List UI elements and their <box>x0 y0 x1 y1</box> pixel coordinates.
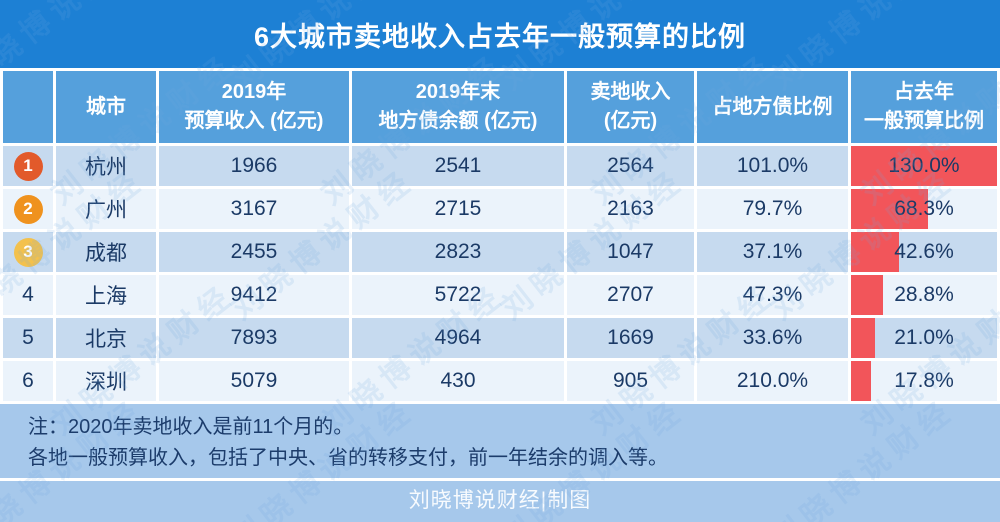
credit-text: 刘晓博说财经|制图 <box>408 489 592 512</box>
land-revenue-cell: 2163 <box>567 189 694 229</box>
column-header-land-revenue: 卖地收入 (亿元) <box>567 71 694 143</box>
ratio-label: 68.3% <box>894 197 954 220</box>
column-header-rank <box>3 71 53 143</box>
city-cell: 深圳 <box>56 361 156 401</box>
column-header-debt-ratio: 占地方债比例 <box>697 71 848 143</box>
rank-cell: 1 <box>3 146 53 186</box>
ratio-bar <box>851 275 884 315</box>
column-header-budget-2019: 2019年 预算收入 (亿元) <box>159 71 349 143</box>
table-row: 2 广州 3167 2715 2163 79.7% 68.3% <box>3 189 997 229</box>
debt-ratio-cell: 210.0% <box>697 361 848 401</box>
debt-cell: 2823 <box>352 232 564 272</box>
debt-ratio-cell: 33.6% <box>697 318 848 358</box>
city-cell: 上海 <box>56 275 156 315</box>
ratio-bar <box>851 146 997 186</box>
ratio-bar <box>851 232 899 272</box>
debt-ratio-cell: 47.3% <box>697 275 848 315</box>
city-cell: 成都 <box>56 232 156 272</box>
debt-cell: 2541 <box>352 146 564 186</box>
data-table: 城市 2019年 预算收入 (亿元) 2019年末 地方债余额 (亿元) 卖地收… <box>0 68 1000 404</box>
debt-cell: 430 <box>352 361 564 401</box>
budget-ratio-cell: 68.3% <box>851 189 997 229</box>
rank-badge: 1 <box>13 151 43 181</box>
debt-cell: 2715 <box>352 189 564 229</box>
budget-cell: 9412 <box>159 275 349 315</box>
debt-cell: 4964 <box>352 318 564 358</box>
debt-ratio-cell: 79.7% <box>697 189 848 229</box>
rank-badge: 2 <box>13 194 43 224</box>
footnote-block: 注：2020年卖地收入是前11个月的。 各地一般预算收入，包括了中央、省的转移支… <box>0 404 1000 478</box>
city-cell: 杭州 <box>56 146 156 186</box>
rank-cell: 6 <box>3 361 53 401</box>
land-revenue-cell: 1669 <box>567 318 694 358</box>
budget-ratio-cell: 17.8% <box>851 361 997 401</box>
budget-ratio-cell: 21.0% <box>851 318 997 358</box>
header-row: 城市 2019年 预算收入 (亿元) 2019年末 地方债余额 (亿元) 卖地收… <box>3 71 997 143</box>
table-row: 1 杭州 1966 2541 2564 101.0% 130.0% <box>3 146 997 186</box>
budget-ratio-cell: 28.8% <box>851 275 997 315</box>
ratio-label: 28.8% <box>894 283 954 306</box>
column-header-debt-2019: 2019年末 地方债余额 (亿元) <box>352 71 564 143</box>
debt-cell: 5722 <box>352 275 564 315</box>
page-title: 6大城市卖地收入占去年一般预算的比例 <box>253 21 746 52</box>
budget-cell: 7893 <box>159 318 349 358</box>
land-revenue-cell: 1047 <box>567 232 694 272</box>
table-row: 6 深圳 5079 430 905 210.0% 17.8% <box>3 361 997 401</box>
ratio-label: 42.6% <box>894 240 954 263</box>
ratio-label: 130.0% <box>888 154 960 177</box>
ratio-bar <box>851 361 871 401</box>
land-revenue-cell: 2564 <box>567 146 694 186</box>
table-row: 3 成都 2455 2823 1047 37.1% 42.6% <box>3 232 997 272</box>
city-cell: 广州 <box>56 189 156 229</box>
budget-ratio-cell: 130.0% <box>851 146 997 186</box>
budget-ratio-cell: 42.6% <box>851 232 997 272</box>
title-banner: 6大城市卖地收入占去年一般预算的比例 <box>0 0 1000 68</box>
budget-cell: 2455 <box>159 232 349 272</box>
footer-divider <box>0 478 1000 481</box>
credit-footer: 刘晓博说财经|制图 <box>0 481 1000 522</box>
budget-cell: 1966 <box>159 146 349 186</box>
rank-cell: 2 <box>3 189 53 229</box>
ratio-label: 17.8% <box>894 369 954 392</box>
ratio-label: 21.0% <box>894 326 954 349</box>
footnote-line-2: 各地一般预算收入，包括了中央、省的转移支付，前一年结余的调入等。 <box>28 447 668 469</box>
column-header-city: 城市 <box>56 71 156 143</box>
column-header-budget-ratio: 占去年 一般预算比例 <box>851 71 997 143</box>
debt-ratio-cell: 101.0% <box>697 146 848 186</box>
table-row: 5 北京 7893 4964 1669 33.6% 21.0% <box>3 318 997 358</box>
ratio-bar <box>851 318 875 358</box>
rank-badge: 3 <box>13 237 43 267</box>
ratio-bar <box>851 189 928 229</box>
debt-ratio-cell: 37.1% <box>697 232 848 272</box>
budget-cell: 3167 <box>159 189 349 229</box>
table-row: 4 上海 9412 5722 2707 47.3% 28.8% <box>3 275 997 315</box>
rank-cell: 5 <box>3 318 53 358</box>
footnote-line-1: 注：2020年卖地收入是前11个月的。 <box>28 416 354 438</box>
rank-cell: 4 <box>3 275 53 315</box>
city-cell: 北京 <box>56 318 156 358</box>
budget-cell: 5079 <box>159 361 349 401</box>
rank-cell: 3 <box>3 232 53 272</box>
land-revenue-cell: 2707 <box>567 275 694 315</box>
land-revenue-cell: 905 <box>567 361 694 401</box>
